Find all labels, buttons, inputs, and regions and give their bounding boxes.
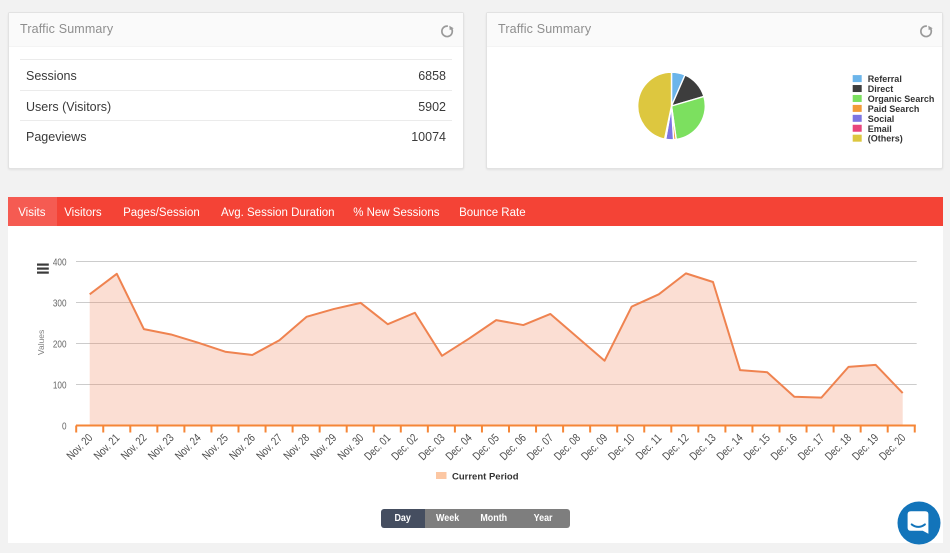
svg-text:Email: Email	[868, 124, 892, 134]
svg-text:Referral: Referral	[868, 74, 902, 84]
svg-text:Dec. 14: Dec. 14	[715, 432, 746, 463]
svg-text:Dec. 12: Dec. 12	[661, 432, 692, 463]
svg-text:Direct: Direct	[868, 84, 894, 94]
svg-text:Dec. 20: Dec. 20	[878, 432, 909, 463]
svg-text:200: 200	[53, 337, 67, 349]
svg-text:300: 300	[53, 296, 67, 308]
svg-text:Nov. 25: Nov. 25	[201, 432, 232, 463]
svg-text:Dec. 05: Dec. 05	[471, 432, 502, 463]
svg-text:Dec. 08: Dec. 08	[552, 432, 583, 463]
svg-text:Paid Search: Paid Search	[868, 104, 920, 114]
svg-text:Dec. 19: Dec. 19	[850, 432, 881, 463]
svg-text:Nov. 26: Nov. 26	[228, 432, 259, 463]
svg-text:Dec. 11: Dec. 11	[634, 432, 665, 463]
svg-text:Values: Values	[36, 330, 46, 355]
svg-text:(Others): (Others)	[868, 134, 903, 144]
svg-text:100: 100	[53, 378, 67, 390]
svg-text:Nov. 28: Nov. 28	[282, 432, 313, 463]
svg-text:Dec. 04: Dec. 04	[444, 432, 475, 463]
svg-text:Nov. 23: Nov. 23	[146, 432, 177, 463]
svg-text:Dec. 16: Dec. 16	[769, 432, 800, 463]
svg-text:Dec. 06: Dec. 06	[498, 432, 529, 463]
svg-text:Nov. 22: Nov. 22	[119, 432, 150, 463]
svg-text:Nov. 24: Nov. 24	[173, 432, 204, 463]
svg-text:Nov. 20: Nov. 20	[65, 432, 96, 463]
svg-text:Dec. 17: Dec. 17	[796, 432, 827, 463]
svg-text:Dec. 07: Dec. 07	[525, 432, 556, 463]
svg-text:400: 400	[53, 255, 67, 267]
svg-text:Dec. 02: Dec. 02	[390, 432, 421, 463]
svg-text:Dec. 10: Dec. 10	[607, 432, 638, 463]
svg-text:Dec. 03: Dec. 03	[417, 432, 448, 463]
svg-text:Dec. 13: Dec. 13	[688, 432, 719, 463]
svg-text:Social: Social	[868, 114, 895, 124]
svg-text:Dec. 09: Dec. 09	[579, 432, 610, 463]
svg-text:Nov. 30: Nov. 30	[336, 432, 367, 463]
svg-text:Dec. 01: Dec. 01	[363, 432, 394, 463]
svg-text:Nov. 21: Nov. 21	[92, 432, 123, 463]
svg-text:Nov. 27: Nov. 27	[255, 432, 286, 463]
svg-text:Dec. 15: Dec. 15	[742, 432, 773, 463]
svg-text:Organic Search: Organic Search	[868, 94, 935, 104]
svg-text:Current Period: Current Period	[452, 472, 519, 483]
svg-text:Dec. 18: Dec. 18	[823, 432, 854, 463]
svg-text:0: 0	[62, 419, 67, 431]
svg-text:Nov. 29: Nov. 29	[309, 432, 340, 463]
